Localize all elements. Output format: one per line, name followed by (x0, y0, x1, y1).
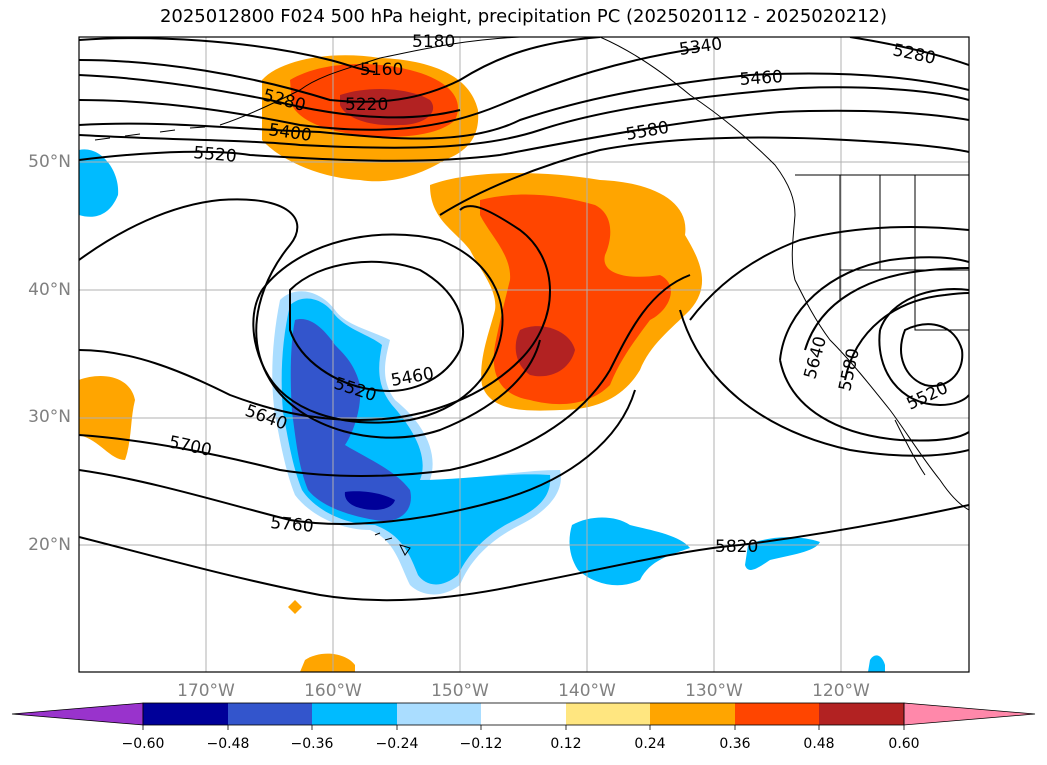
contour-5820 (79, 504, 969, 602)
contour-5280-west (79, 74, 461, 119)
contour-5340 (79, 47, 701, 131)
contour-5520-low (252, 233, 504, 424)
lat-label: 30°N (28, 407, 71, 427)
precip-area-orange-dot (288, 600, 302, 614)
colorbar-bin (819, 703, 904, 725)
lon-label: 160°W (304, 681, 362, 701)
lon-label: 130°W (685, 681, 743, 701)
colorbar-bin (312, 703, 397, 725)
contour-5220 (79, 37, 601, 103)
contour-5580 (439, 136, 969, 216)
colorbar-bin (650, 703, 735, 725)
baja-coast (894, 419, 926, 476)
lat-label: 40°N (28, 280, 71, 300)
contour-5460-low (289, 260, 465, 392)
colorbar-tick-label: 0.60 (888, 736, 920, 752)
contour-east-5520 (878, 288, 969, 407)
map-frame (78, 36, 970, 673)
state-borders (839, 175, 969, 331)
colorbar-tick-label: 0.48 (803, 736, 835, 752)
contour-east-ridge (689, 226, 969, 321)
contour-label: 5520 (904, 378, 952, 414)
us-west-coast (791, 214, 969, 511)
aleutian-islands (94, 126, 206, 141)
contour-label: 5640 (801, 334, 832, 381)
map-title: 2025012800 F024 500 hPa height, precipit… (159, 6, 888, 27)
contour-label: 5580 (835, 347, 864, 393)
contour-5760 (79, 389, 636, 525)
lon-label: 170°W (177, 681, 235, 701)
lat-label: 20°N (28, 535, 71, 555)
colorbar-bin (566, 703, 650, 725)
contour-label: 5180 (412, 32, 455, 52)
height-contours (79, 37, 969, 602)
colorbar-ticks (142, 725, 905, 730)
contour-5160 (79, 37, 376, 73)
colorbar-tick-label: −0.48 (206, 736, 250, 752)
colorbar-extend-right (903, 702, 1036, 726)
contour-east-low (900, 323, 964, 387)
contour-label: 5520 (193, 143, 238, 167)
contour-label: 5160 (360, 60, 403, 80)
contour-5400 (79, 72, 969, 140)
colorbar-bin (735, 703, 819, 725)
colorbar-tick-label: 0.24 (634, 736, 666, 752)
graticule (79, 37, 969, 672)
colorbar-bin (228, 703, 312, 725)
contour-5520-north (79, 109, 969, 162)
contour-label: 5280 (891, 40, 937, 69)
hawaii-islands (374, 532, 411, 556)
colorbar-tick-label: 0.36 (719, 736, 751, 752)
colorbar-frame (142, 702, 905, 726)
contour-east-outer2 (679, 309, 969, 457)
colorbar-tick-label: −0.12 (459, 736, 503, 752)
precip-shading (79, 55, 885, 672)
lon-label: 140°W (558, 681, 616, 701)
lon-label: 150°W (431, 681, 489, 701)
lat-label: 50°N (28, 152, 71, 172)
contour-label: 5460 (389, 364, 435, 391)
contour-label: 5820 (715, 537, 758, 557)
contour-east-5580 (844, 292, 969, 381)
precip-area-cyan-east (569, 517, 690, 586)
colorbar-bin (143, 703, 228, 725)
colorbar-tick-label: −0.24 (375, 736, 419, 752)
contour-5460-north (79, 86, 969, 149)
contour-east-outer (779, 256, 969, 442)
colorbar-tick-label: 0.12 (550, 736, 582, 752)
contour-outer-low (79, 198, 541, 439)
contour-east-5640 (804, 267, 969, 351)
precip-area-navy (344, 491, 395, 510)
contour-label: 5460 (739, 67, 784, 90)
colorbar-bin (481, 703, 566, 725)
precip-area-cyan-se (868, 655, 885, 672)
colorbar-bin (397, 703, 481, 725)
contour-label: 5760 (270, 513, 315, 537)
contour-5640 (79, 205, 551, 422)
precip-area-cyan-west (79, 149, 119, 217)
contour-5280-east (849, 37, 969, 66)
colorbar-tick-label: −0.36 (290, 736, 334, 752)
contour-5700 (79, 274, 691, 477)
colorbar (11, 702, 1036, 730)
alaska-coast (219, 37, 521, 126)
lon-label: 120°W (812, 681, 870, 701)
contour-label: 5340 (678, 34, 724, 60)
precip-area-orange-south (300, 653, 355, 672)
contour-label: 5220 (345, 95, 388, 115)
colorbar-tick-label: −0.60 (121, 736, 165, 752)
colorbar-extend-left (11, 702, 144, 726)
